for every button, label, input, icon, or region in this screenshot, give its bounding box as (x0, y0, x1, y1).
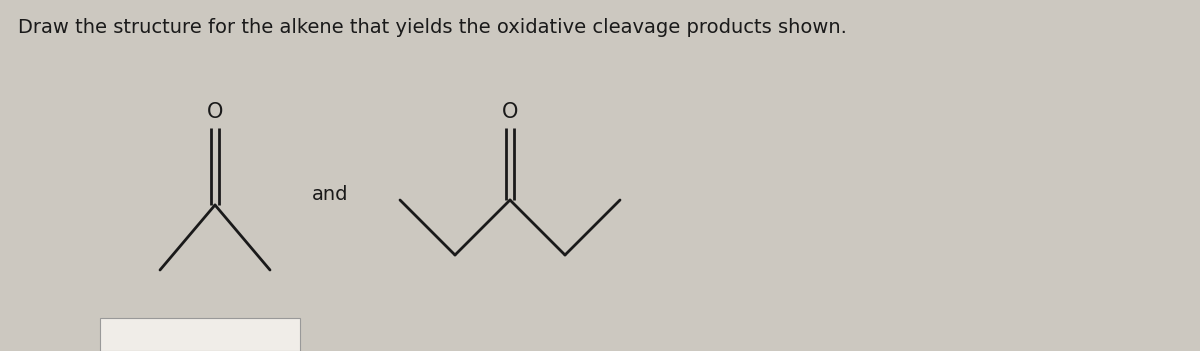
Text: O: O (502, 102, 518, 122)
Bar (100, 318, 300, 351)
Text: and: and (312, 185, 348, 205)
Text: O: O (206, 102, 223, 122)
Text: Draw the structure for the alkene that yields the oxidative cleavage products sh: Draw the structure for the alkene that y… (18, 18, 847, 37)
